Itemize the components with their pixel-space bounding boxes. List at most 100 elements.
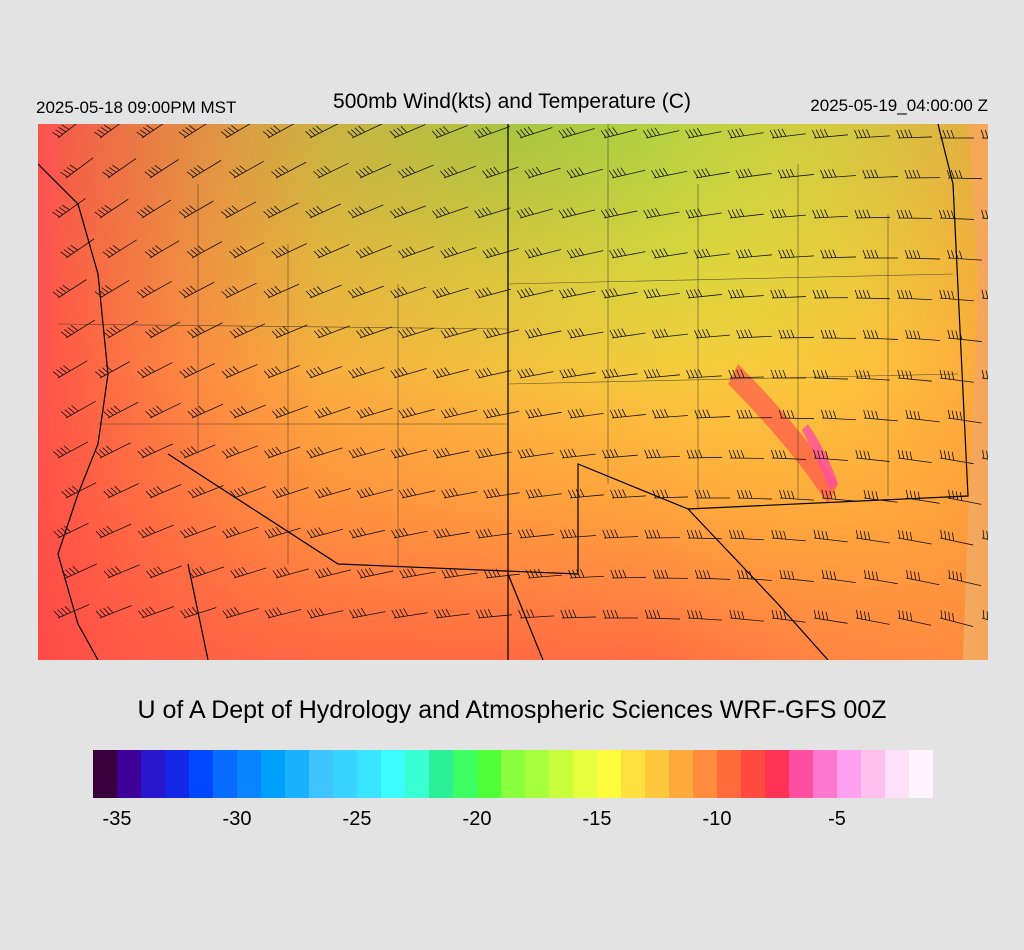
wind-barb [777, 168, 814, 179]
wind-barb [144, 159, 179, 179]
valid-time-local: 2025-05-18 09:00PM MST [36, 98, 237, 117]
colorbar-swatch [573, 750, 598, 798]
wind-barb [229, 323, 266, 339]
wind-barb [770, 289, 806, 299]
colorbar-swatch [621, 750, 646, 798]
wind-barb [813, 609, 848, 624]
wind-barb [693, 248, 730, 259]
wind-barb [778, 409, 815, 420]
wind-barb [609, 328, 646, 339]
wind-barb [264, 526, 301, 539]
wind-barb [52, 279, 87, 299]
wind-barb [643, 207, 680, 219]
wind-barb [517, 448, 554, 459]
wind-barb [60, 238, 95, 259]
wind-barb [735, 248, 772, 259]
wind-barb [399, 567, 436, 579]
wind-barb [728, 289, 764, 299]
wind-barb [863, 569, 898, 585]
wind-barb [228, 160, 264, 179]
colorbar-swatch [333, 750, 358, 798]
wind-barb [981, 209, 988, 221]
wind-barb [314, 487, 351, 499]
colorbar-swatch [909, 750, 933, 798]
colorbar-tick-label: -35 [102, 808, 132, 830]
wind-barb [525, 408, 562, 419]
wind-barb [94, 124, 128, 139]
wind-barb [736, 329, 772, 339]
wind-barb [52, 124, 86, 139]
wind-barb [440, 246, 477, 259]
wind-barb [398, 487, 436, 499]
wind-barb [475, 528, 512, 539]
wind-barb [355, 163, 392, 179]
colorbar-swatch [669, 750, 694, 798]
colorbar-swatch [117, 750, 142, 798]
wind-barb [602, 529, 638, 539]
wind-barb [643, 288, 680, 299]
wind-barb [905, 409, 940, 423]
credit-line: U of A Dept of Hydrology and Atmospheric… [137, 696, 887, 724]
colorbar-swatch [693, 750, 718, 798]
wind-barb [221, 364, 258, 379]
wind-barb [263, 202, 299, 219]
colorbar-swatch [237, 750, 262, 798]
wind-barb [939, 369, 974, 383]
wind-barb [812, 369, 848, 380]
wind-barb [736, 409, 773, 419]
wind-barb [560, 609, 596, 619]
wind-barb [863, 489, 898, 503]
wind-barb [137, 524, 174, 539]
temperature-colorbar [93, 750, 933, 798]
wind-barb [644, 529, 681, 539]
wind-barb [391, 527, 428, 539]
wind-barb [357, 567, 394, 579]
wind-barb [178, 200, 214, 219]
colorbar-swatch [765, 750, 790, 798]
wind-barb [771, 609, 806, 623]
wind-barb [686, 529, 723, 540]
wind-barb [102, 239, 137, 259]
colorbar-swatch [813, 750, 838, 798]
wind-barb [938, 209, 974, 220]
colorbar-tick-label: -30 [222, 808, 252, 830]
wind-barb [981, 529, 988, 547]
wind-barb [483, 407, 520, 419]
wind-barb [313, 325, 350, 339]
wind-barb [102, 320, 138, 339]
wind-barb [685, 208, 722, 219]
wind-barb [980, 129, 988, 140]
wind-barb [229, 242, 265, 259]
wind-barb [905, 489, 940, 504]
wind-barb [306, 446, 343, 459]
wind-barb [525, 488, 562, 499]
wind-barb [305, 124, 341, 139]
wind-barb [53, 441, 89, 459]
colorbar-swatch [309, 750, 334, 798]
wind-barb [862, 329, 898, 340]
wind-barb [306, 607, 344, 619]
wind-barb [314, 406, 351, 419]
wind-barb [348, 527, 386, 539]
wind-barb [736, 489, 772, 500]
wind-barb [60, 319, 96, 339]
wind-barb [398, 407, 435, 419]
wind-barb [482, 327, 520, 339]
wind-barb [652, 569, 689, 579]
wind-barb [686, 369, 722, 379]
colorbar-tick-label: -15 [582, 808, 612, 830]
wind-barb [432, 367, 470, 379]
wind-barb [778, 329, 815, 339]
wind-barb [896, 209, 933, 219]
wind-barb [862, 169, 898, 179]
wind-barb [854, 209, 891, 219]
wind-barb [566, 247, 604, 259]
wind-barb [432, 286, 469, 299]
wind-barb [863, 409, 898, 422]
wind-barb [230, 566, 267, 579]
wind-barb [905, 569, 940, 586]
wind-barb [897, 289, 932, 301]
wind-barb [349, 607, 386, 619]
wind-barb [855, 449, 890, 462]
wind-barb [390, 367, 427, 379]
